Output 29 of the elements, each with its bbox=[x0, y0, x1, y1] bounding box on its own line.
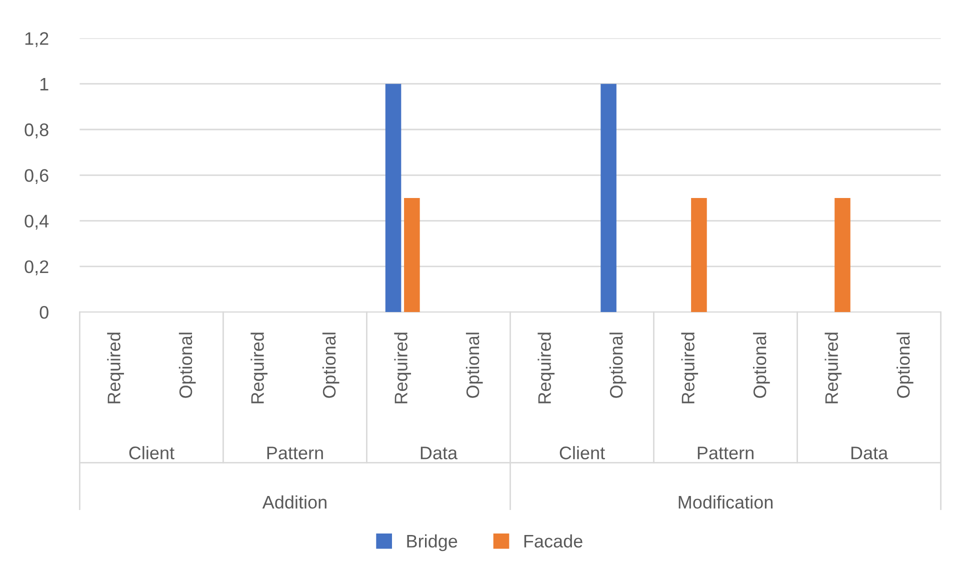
y-tick-label: 0,4 bbox=[24, 214, 49, 230]
x-tick-label: Required bbox=[394, 332, 412, 404]
y-tick-label: 1 bbox=[40, 78, 48, 90]
x-tick-label: Optional bbox=[322, 332, 340, 398]
y-tick-label: 1,2 bbox=[25, 32, 48, 48]
y-tick-label: 0 bbox=[40, 306, 48, 319]
text: Client bbox=[129, 446, 174, 460]
x-tick-label: Required bbox=[107, 332, 124, 404]
x-tick-label: Optional bbox=[609, 332, 626, 398]
text: Data bbox=[851, 446, 888, 460]
x-tick-label: Optional bbox=[178, 332, 196, 398]
y-tick-label: 0,6 bbox=[24, 169, 48, 184]
x-tick-label: Required bbox=[538, 332, 555, 404]
x-tick-label: Required bbox=[250, 332, 268, 404]
text: Modification bbox=[678, 495, 773, 509]
text: Pattern bbox=[698, 446, 754, 460]
x-tick-label: Optional bbox=[466, 332, 483, 398]
text: Data bbox=[420, 446, 458, 460]
x-tick-label: Optional bbox=[896, 332, 914, 398]
x-tick-label: Required bbox=[681, 332, 698, 404]
y-tick-label: 0,8 bbox=[24, 123, 48, 138]
legend-label: Bridge bbox=[407, 534, 458, 552]
text: Client bbox=[560, 446, 605, 460]
y-tick-label: 0,2 bbox=[24, 260, 48, 276]
x-tick-label: Required bbox=[824, 332, 842, 404]
x-tick-label: Optional bbox=[752, 332, 770, 398]
text: Addition bbox=[262, 495, 326, 509]
text: Pattern bbox=[267, 446, 323, 460]
legend-label: Facade bbox=[524, 534, 582, 548]
